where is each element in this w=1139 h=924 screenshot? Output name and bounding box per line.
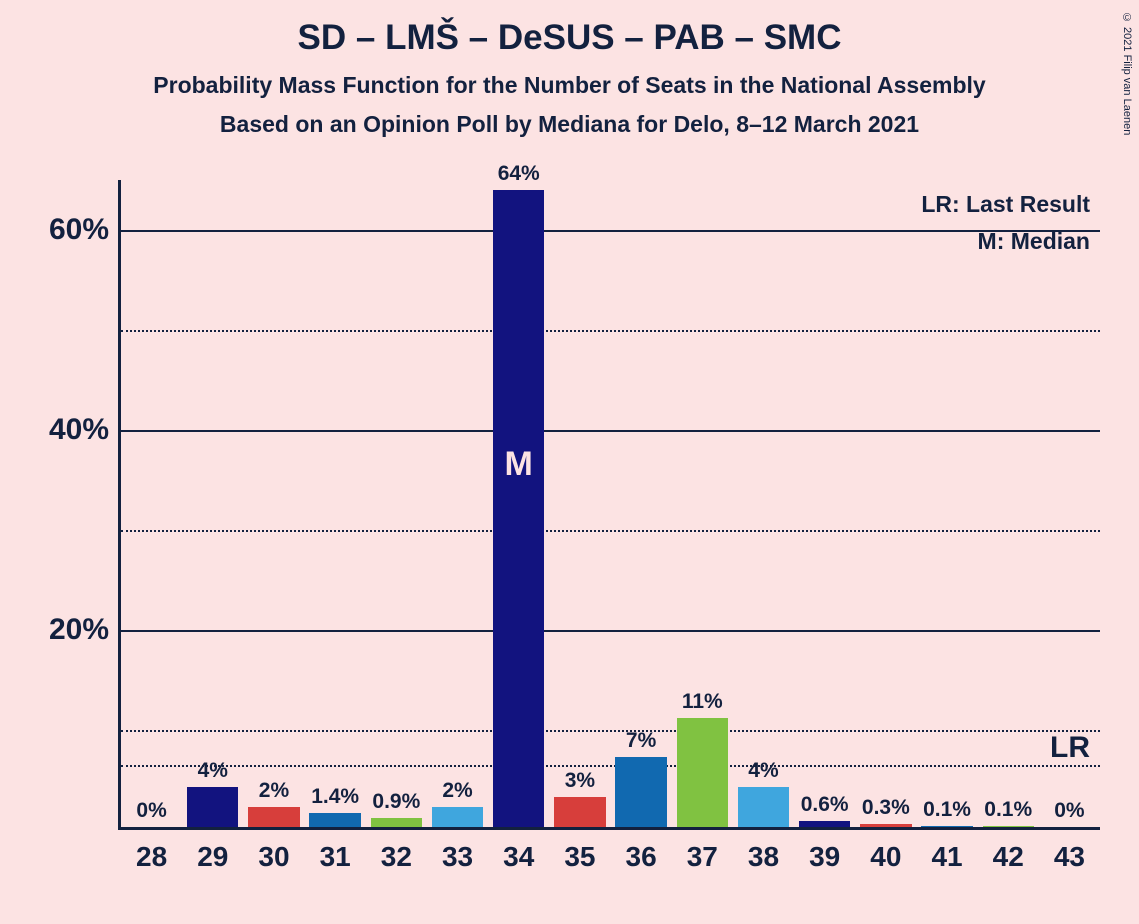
bar: 2% [248,807,299,827]
x-axis-label: 35 [564,827,595,873]
bar-value-label: 0.3% [862,796,910,824]
bar-value-label: 2% [259,779,289,807]
bar: 1.4% [309,813,360,827]
y-axis-label: 60% [49,213,121,247]
bar: 3% [554,797,605,827]
bar-value-label: 4% [748,759,778,787]
bar: 64%M [493,190,544,827]
bar-slot: 0%43 [1039,180,1100,827]
y-axis-label: 20% [49,613,121,647]
x-axis-label: 42 [993,827,1024,873]
x-axis-label: 40 [870,827,901,873]
chart-subtitle-2: Based on an Opinion Poll by Mediana for … [0,111,1139,138]
bar-value-label: 2% [442,779,472,807]
x-axis-label: 37 [687,827,718,873]
bar-slot: 0.3%40 [855,180,916,827]
bar-value-label: 64% [498,162,540,190]
x-axis-label: 38 [748,827,779,873]
bar-slot: 3%35 [549,180,610,827]
chart-title: SD – LMŠ – DeSUS – PAB – SMC [0,18,1139,58]
bars-container: 0%284%292%301.4%310.9%322%3364%M343%357%… [121,180,1100,827]
bar-slot: 0.6%39 [794,180,855,827]
bar-slot: 7%36 [611,180,672,827]
x-axis-label: 43 [1054,827,1085,873]
bar-slot: 11%37 [672,180,733,827]
bar-slot: 4%38 [733,180,794,827]
bar-value-label: 0.9% [372,790,420,818]
bar-slot: 0.1%41 [916,180,977,827]
bar: 7% [615,757,666,827]
x-axis-label: 39 [809,827,840,873]
x-axis-label: 34 [503,827,534,873]
bar-slot: 0.1%42 [978,180,1039,827]
bar: 11% [677,718,728,827]
median-marker: M [505,445,533,484]
x-axis-label: 29 [197,827,228,873]
bar-value-label: 0.6% [801,793,849,821]
x-axis-label: 33 [442,827,473,873]
titles-block: SD – LMŠ – DeSUS – PAB – SMC Probability… [0,0,1139,138]
bar-value-label: 7% [626,729,656,757]
x-axis-label: 41 [931,827,962,873]
bar-value-label: 0% [1054,799,1084,827]
x-axis-label: 30 [258,827,289,873]
bar-value-label: 0.1% [984,798,1032,826]
bar-slot: 0%28 [121,180,182,827]
bar-value-label: 0% [136,799,166,827]
bar-slot: 1.4%31 [305,180,366,827]
x-axis-label: 28 [136,827,167,873]
bar-slot: 4%29 [182,180,243,827]
chart-plot-area: LR: Last Result M: Median 20%40%60%LR0%2… [118,180,1100,830]
bar: 4% [187,787,238,827]
bar: 2% [432,807,483,827]
bar-value-label: 4% [198,759,228,787]
x-axis-label: 31 [320,827,351,873]
x-axis-label: 32 [381,827,412,873]
bar-value-label: 11% [682,690,723,718]
bar-slot: 64%M34 [488,180,549,827]
bar-slot: 0.9%32 [366,180,427,827]
copyright-text: © 2021 Filip van Laenen [1121,12,1133,135]
bar-value-label: 1.4% [311,785,359,813]
x-axis-label: 36 [626,827,657,873]
bar-slot: 2%30 [243,180,304,827]
bar: 0.9% [371,818,422,827]
bar: 4% [738,787,789,827]
y-axis-label: 40% [49,413,121,447]
bar-value-label: 0.1% [923,798,971,826]
bar-slot: 2%33 [427,180,488,827]
bar-value-label: 3% [565,769,595,797]
chart-subtitle-1: Probability Mass Function for the Number… [0,72,1139,99]
